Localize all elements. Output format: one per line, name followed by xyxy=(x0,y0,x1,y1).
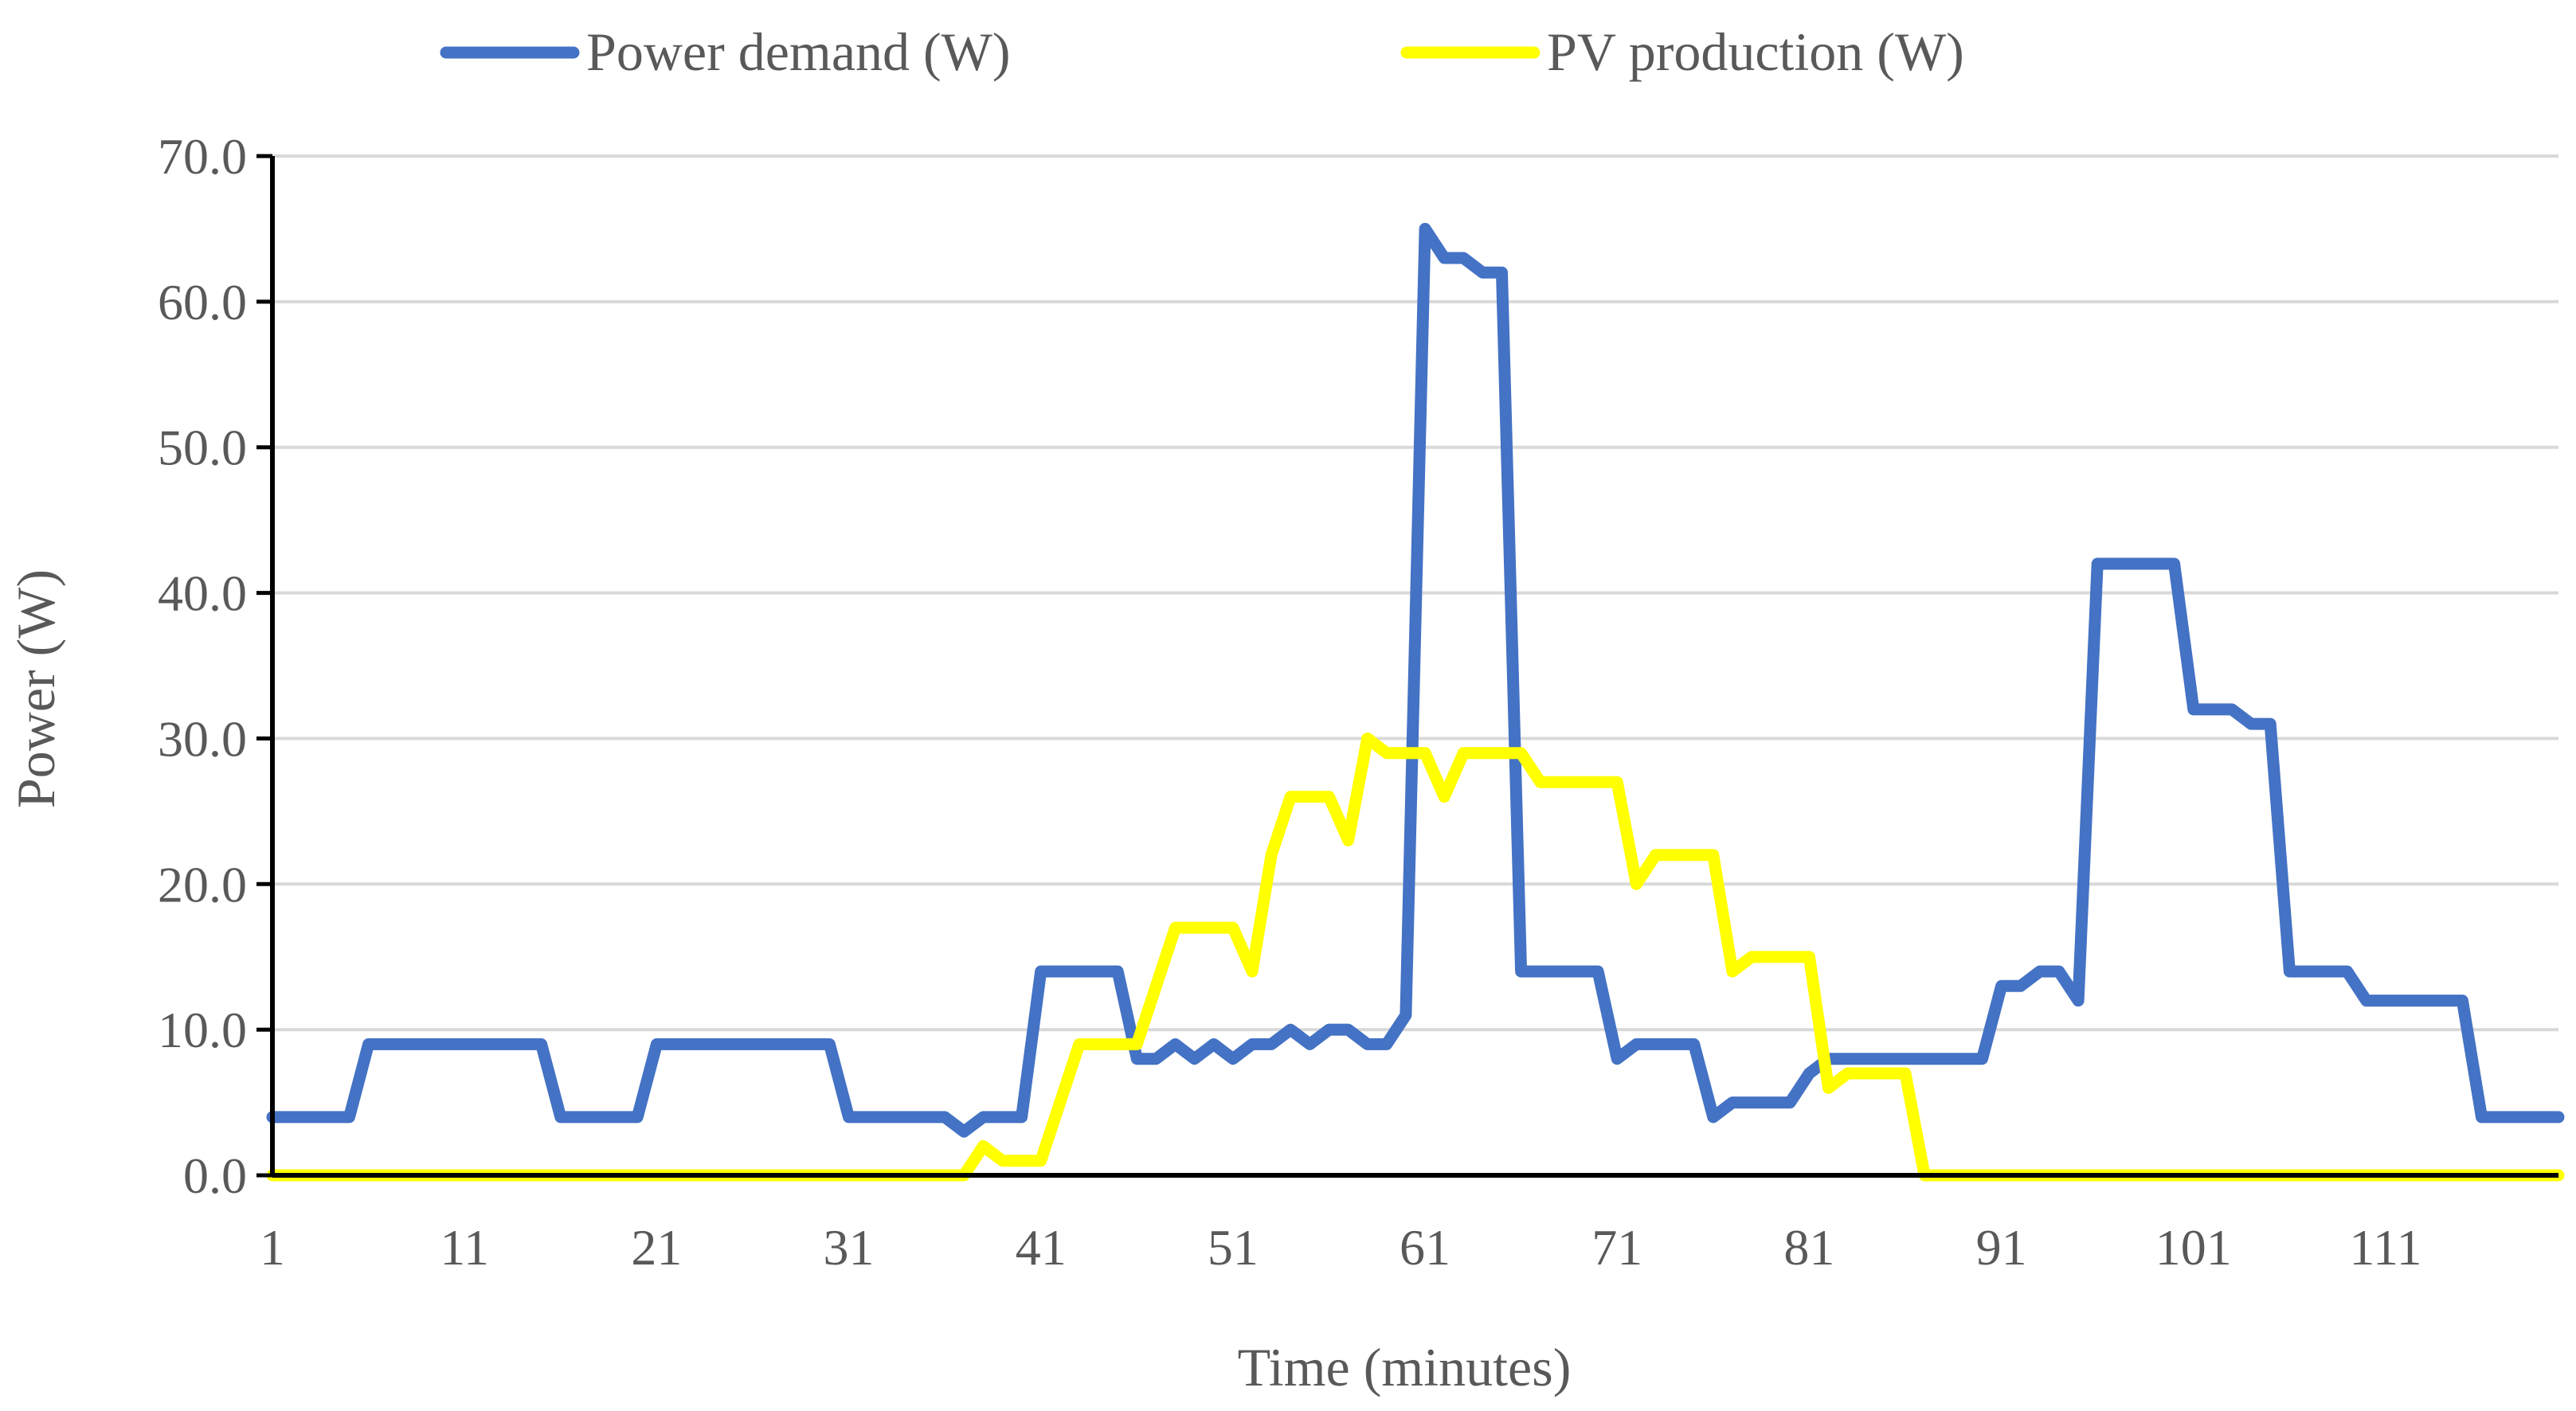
series-line-power-demand xyxy=(266,222,2565,1138)
x-tick-label: 21 xyxy=(631,1219,682,1276)
x-tick-label: 81 xyxy=(1783,1219,1834,1276)
x-axis-title: Time (minutes) xyxy=(1238,1337,1572,1397)
y-tick-label: 0.0 xyxy=(183,1147,247,1204)
legend-item-pv-production: PV production (W) xyxy=(1400,21,1964,82)
x-tick-label: 11 xyxy=(440,1219,489,1276)
x-tick-label: 71 xyxy=(1591,1219,1642,1276)
legend-label: Power demand (W) xyxy=(586,21,1010,82)
legend: Power demand (W) PV production (W) xyxy=(440,21,1964,82)
x-tick-label: 61 xyxy=(1400,1219,1450,1276)
y-axis-title: Power (W) xyxy=(6,569,66,808)
legend-item-power-demand: Power demand (W) xyxy=(440,21,1010,82)
y-tick-label: 50.0 xyxy=(158,420,247,476)
x-tick-label: 51 xyxy=(1208,1219,1259,1276)
y-tick-label: 60.0 xyxy=(158,274,247,330)
tick-labels: 0.010.020.030.040.050.060.070.01 11 21 31 41… xyxy=(158,128,2422,1276)
series-lines xyxy=(266,222,2565,1182)
y-tick-label: 40.0 xyxy=(158,565,247,622)
x-tick-label: 41 xyxy=(1016,1219,1067,1276)
axes xyxy=(256,154,2558,1178)
y-tick-label: 10.0 xyxy=(158,1002,247,1058)
x-tick-label: 31 xyxy=(824,1219,875,1276)
y-tick-label: 70.0 xyxy=(158,128,247,185)
x-tick-label: 101 xyxy=(2155,1219,2232,1276)
x-tick-label: 111 xyxy=(2349,1219,2421,1276)
y-tick-label: 20.0 xyxy=(158,856,247,913)
x-tick-label: 1 xyxy=(260,1219,285,1276)
legend-label: PV production (W) xyxy=(1547,21,1964,82)
x-tick-label: 91 xyxy=(1976,1219,2027,1276)
y-tick-label: 30.0 xyxy=(158,710,247,767)
